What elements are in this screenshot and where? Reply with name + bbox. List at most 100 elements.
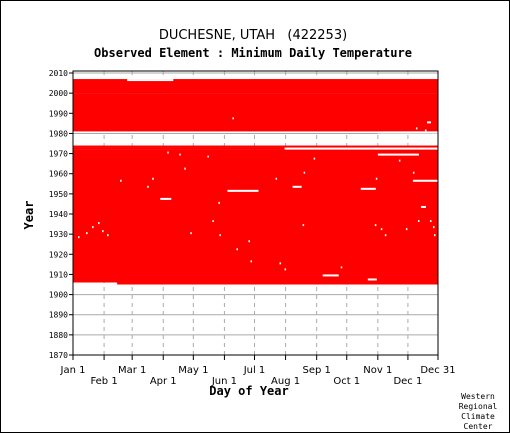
missing-span [412, 179, 440, 182]
missing-day [313, 157, 316, 160]
missing-day [374, 224, 377, 227]
missing-span [360, 187, 376, 190]
missing-day [218, 201, 220, 204]
y-tick-label: 1970 [49, 150, 68, 159]
missing-day [432, 226, 435, 229]
data-layer [73, 79, 440, 285]
missing-span [292, 185, 302, 188]
axis-ticks: 1870 1880 1890 1900 1910 1920 1930 1940 1950 1960… [49, 69, 456, 387]
credit-line: Western [461, 392, 495, 401]
missing-span [322, 274, 339, 277]
chart-title: DUCHESNE, UTAH (422253) [159, 28, 347, 43]
missing-day [279, 262, 282, 265]
missing-day [147, 185, 149, 188]
missing-day [248, 240, 250, 243]
y-tick-label: 2010 [49, 69, 68, 78]
missing-span [284, 147, 440, 150]
missing-day [424, 129, 427, 132]
missing-span [160, 197, 172, 200]
missing-span [377, 131, 440, 134]
x-tick-label: Mar 1 [118, 365, 146, 376]
x-tick-label: Jun 1 [211, 376, 237, 387]
data-band [73, 149, 438, 283]
missing-day [167, 151, 169, 154]
missing-day [219, 234, 221, 237]
missing-day [102, 230, 104, 233]
missing-day [207, 155, 209, 158]
y-tick-label: 1940 [49, 210, 68, 219]
x-tick-label: Nov 1 [363, 365, 392, 376]
missing-day [190, 232, 192, 235]
credit-block: Western Regional Climate Center [459, 392, 498, 431]
plot-border [72, 70, 439, 356]
missing-span [367, 278, 377, 281]
missing-day [284, 268, 287, 271]
y-tick-label: 1870 [49, 351, 68, 360]
missing-day [232, 117, 234, 120]
y-tick-label: 1990 [49, 109, 68, 118]
missing-day [302, 224, 305, 227]
data-band [73, 145, 438, 148]
missing-day [375, 177, 378, 180]
y-tick-label: 1880 [49, 331, 68, 340]
data-band [73, 79, 438, 94]
missing-span [127, 79, 174, 82]
missing-day [380, 228, 383, 231]
x-tick-label: Jul 1 [243, 365, 266, 376]
x-axis-label: Day of Year [209, 384, 288, 398]
missing-day [236, 248, 238, 251]
y-tick-label: 1910 [49, 270, 68, 279]
y-tick-label: 1920 [49, 250, 68, 259]
missing-day [405, 228, 408, 231]
missing-day [384, 234, 387, 237]
missing-span [227, 189, 259, 192]
missing-day [417, 220, 420, 223]
credit-line: Climate [461, 412, 495, 421]
missing-day [303, 171, 306, 174]
missing-day [212, 220, 214, 223]
y-axis-label: Year [22, 201, 36, 230]
missing-day [184, 167, 186, 170]
chart-subtitle: Observed Element : Minimum Daily Tempera… [94, 46, 412, 60]
y-tick-label: 1980 [49, 129, 68, 138]
data-band [117, 282, 438, 285]
x-tick-label: Aug 1 [271, 376, 300, 387]
y-tick-label: 1890 [49, 311, 68, 320]
missing-day [340, 266, 343, 269]
y-tick-label: 2000 [49, 89, 68, 98]
y-tick-label: 1930 [49, 230, 68, 239]
x-tick-label: Dec 1 [393, 376, 422, 387]
x-tick-label: Dec 31 [420, 365, 455, 376]
missing-day [429, 220, 432, 223]
x-tick-label: May 1 [178, 365, 208, 376]
missing-day [433, 234, 436, 237]
missing-day [98, 222, 100, 225]
missing-span [420, 205, 426, 208]
missing-day [92, 226, 94, 229]
x-tick-label: Sep 1 [302, 365, 330, 376]
x-tick-label: Feb 1 [90, 376, 117, 387]
missing-day [152, 177, 154, 180]
credit-line: Regional [459, 402, 498, 411]
missing-day [107, 234, 109, 237]
x-tick-label: Oct 1 [333, 376, 360, 387]
missing-day [179, 153, 181, 156]
missing-day [412, 171, 415, 174]
missing-day [120, 179, 122, 182]
data-band [73, 93, 438, 132]
data-band [73, 147, 438, 150]
missing-day [78, 236, 80, 239]
y-tick-label: 1950 [49, 190, 68, 199]
x-tick-label: Apr 1 [150, 376, 177, 387]
missing-day [86, 232, 88, 235]
missing-span [377, 153, 419, 156]
credit-line: Center [464, 422, 493, 431]
y-tick-label: 1960 [49, 170, 68, 179]
missing-day [250, 260, 252, 263]
missing-day [335, 139, 338, 142]
y-tick-label: 1900 [49, 291, 68, 300]
x-tick-label: Jan 1 [60, 365, 86, 376]
missing-span [426, 121, 431, 124]
missing-day [415, 127, 418, 130]
